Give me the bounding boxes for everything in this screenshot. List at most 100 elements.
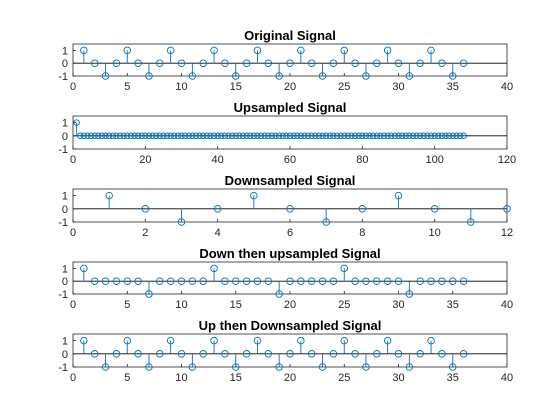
stem-marker bbox=[188, 277, 197, 285]
stem-marker bbox=[181, 132, 189, 140]
stem-marker bbox=[131, 132, 138, 140]
stem-marker bbox=[192, 132, 200, 140]
stem-marker bbox=[297, 277, 305, 285]
stem-marker bbox=[340, 264, 349, 273]
stem-marker bbox=[359, 132, 366, 140]
title-downsampled-signal: Downsampled Signal bbox=[225, 173, 356, 188]
stem-marker bbox=[142, 132, 149, 140]
stem-marker bbox=[253, 336, 262, 345]
stem-marker bbox=[264, 277, 273, 285]
stem-marker bbox=[149, 132, 156, 140]
stem-marker bbox=[199, 277, 207, 285]
stem-marker bbox=[459, 59, 468, 67]
stem-marker bbox=[113, 132, 120, 140]
stem-marker bbox=[438, 59, 446, 67]
stem-marker bbox=[383, 46, 392, 55]
y-tick-label: 0 bbox=[62, 131, 68, 143]
stem-marker bbox=[145, 72, 153, 80]
stem-marker bbox=[210, 46, 218, 55]
x-tick-label: 5 bbox=[124, 299, 130, 311]
stem-marker bbox=[318, 72, 327, 80]
stem-marker bbox=[272, 132, 279, 140]
y-tick-label: 0 bbox=[62, 58, 68, 70]
stem-marker bbox=[242, 59, 251, 67]
stem-marker bbox=[318, 363, 327, 371]
stem-marker bbox=[166, 46, 175, 55]
stem-marker bbox=[101, 363, 110, 371]
stem-marker bbox=[145, 363, 153, 371]
title-up-then-downsampled-signal: Up then Downsampled Signal bbox=[199, 318, 382, 333]
title-original-signal: Original Signal bbox=[244, 28, 336, 43]
x-tick-label: 15 bbox=[230, 81, 242, 93]
stem-marker bbox=[424, 132, 431, 140]
title-upsampled-signal: Upsampled Signal bbox=[234, 100, 347, 115]
stem-marker bbox=[307, 59, 316, 67]
stem-marker bbox=[453, 132, 460, 140]
stem-marker bbox=[362, 277, 370, 285]
stem-marker bbox=[445, 132, 453, 140]
stem-marker bbox=[435, 132, 442, 140]
stem-marker bbox=[98, 132, 106, 140]
x-tick-label: 0 bbox=[70, 154, 76, 166]
y-tick-label: 1 bbox=[62, 45, 68, 57]
stem-marker bbox=[297, 46, 305, 55]
x-tick-label: 2 bbox=[142, 227, 148, 239]
stem-marker bbox=[355, 132, 362, 140]
stem-marker bbox=[253, 46, 262, 55]
x-tick-label: 60 bbox=[284, 154, 296, 166]
stem-marker bbox=[253, 277, 262, 285]
x-tick-label: 15 bbox=[230, 299, 242, 311]
stem-marker bbox=[427, 336, 435, 345]
x-tick-label: 40 bbox=[501, 81, 513, 93]
stem-marker bbox=[312, 132, 319, 140]
stem-marker bbox=[218, 132, 225, 140]
stem-marker bbox=[250, 132, 258, 140]
stem-marker bbox=[394, 191, 403, 200]
stem-marker bbox=[80, 132, 88, 140]
stem-marker bbox=[90, 277, 99, 285]
x-tick-label: 10 bbox=[175, 299, 187, 311]
stem-marker bbox=[351, 132, 359, 140]
stem-marker bbox=[239, 132, 247, 140]
stem-marker bbox=[156, 277, 164, 285]
stem-marker bbox=[120, 132, 127, 140]
stem-marker bbox=[503, 205, 511, 213]
x-tick-label: 0 bbox=[70, 227, 76, 239]
stem-marker bbox=[330, 132, 337, 140]
y-tick-label: -1 bbox=[58, 144, 68, 156]
stem-marker bbox=[221, 59, 229, 67]
stem-marker bbox=[398, 132, 406, 140]
stem-marker bbox=[123, 132, 131, 140]
stem-marker bbox=[344, 132, 352, 140]
x-tick-label: 40 bbox=[501, 299, 513, 311]
stem-marker bbox=[449, 363, 457, 371]
stem-marker bbox=[340, 336, 349, 345]
stem-marker bbox=[80, 264, 88, 273]
stem-marker bbox=[80, 336, 88, 345]
stem-marker bbox=[123, 277, 131, 285]
stem-marker bbox=[261, 132, 268, 140]
stem-marker bbox=[394, 277, 403, 285]
stem-marker bbox=[275, 132, 283, 140]
stem-marker bbox=[199, 59, 207, 67]
stem-marker bbox=[405, 363, 414, 371]
stem-marker bbox=[373, 132, 381, 140]
stem-marker bbox=[319, 132, 326, 140]
stem-marker bbox=[427, 277, 435, 285]
y-tick-label: 0 bbox=[62, 276, 68, 288]
stem-marker bbox=[188, 72, 197, 80]
stem-marker bbox=[366, 132, 373, 140]
stem-marker bbox=[105, 191, 113, 200]
stem-marker bbox=[123, 336, 131, 345]
stem-marker bbox=[315, 132, 323, 140]
stem-marker bbox=[467, 218, 475, 226]
x-tick-label: 25 bbox=[338, 372, 350, 384]
x-tick-label: 30 bbox=[392, 299, 404, 311]
stem-marker bbox=[301, 132, 308, 140]
stem-marker bbox=[177, 59, 186, 67]
x-tick-label: 10 bbox=[429, 227, 441, 239]
stem-marker bbox=[145, 132, 153, 140]
stem-marker bbox=[166, 277, 175, 285]
x-tick-label: 30 bbox=[392, 81, 404, 93]
